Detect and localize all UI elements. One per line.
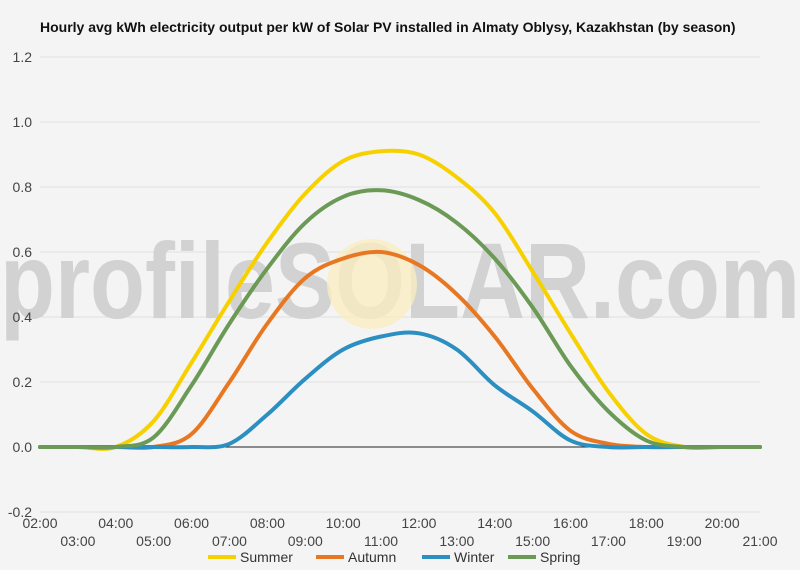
series-lines — [38, 148, 762, 451]
y-tick-label: 0.8 — [13, 179, 33, 195]
x-axis-ticks: 02:00 04:00 06:00 08:00 10:00 12:00 14:00 16:00… — [22, 515, 777, 549]
x-tick-label: 08:00 — [250, 515, 285, 531]
x-tick-label: 13:00 — [439, 533, 474, 549]
y-tick-label: 0.4 — [13, 309, 33, 325]
x-tick-label: 19:00 — [667, 533, 702, 549]
x-tick-label: 16:00 — [553, 515, 588, 531]
x-tick-label: 06:00 — [174, 515, 209, 531]
y-tick-label: 0.6 — [13, 244, 33, 260]
x-tick-label: 21:00 — [742, 533, 777, 549]
x-tick-label: 03:00 — [60, 533, 95, 549]
x-tick-label: 11:00 — [364, 533, 398, 549]
y-tick-label: -0.2 — [8, 504, 32, 520]
x-tick-label: 07:00 — [212, 533, 247, 549]
series-line-winter — [38, 330, 762, 450]
x-tick-label: 09:00 — [288, 533, 323, 549]
series-line-spring — [38, 188, 762, 450]
x-tick-label: 17:00 — [591, 533, 626, 549]
x-tick-label: 15:00 — [515, 533, 550, 549]
y-tick-label: 1.2 — [13, 49, 33, 65]
legend: Summer Autumn Winter Spring — [208, 549, 580, 565]
x-tick-label: 18:00 — [629, 515, 664, 531]
series-line-summer — [38, 148, 762, 451]
watermark-sun-icon — [327, 239, 417, 329]
y-tick-label: 0.0 — [13, 439, 33, 455]
x-tick-label: 10:00 — [326, 515, 361, 531]
legend-label-autumn: Autumn — [348, 549, 396, 565]
y-tick-label: 0.2 — [13, 374, 33, 390]
x-tick-label: 14:00 — [477, 515, 512, 531]
legend-label-spring: Spring — [540, 549, 580, 565]
x-tick-label: 12:00 — [401, 515, 436, 531]
chart-title: Hourly avg kWh electricity output per kW… — [40, 19, 736, 35]
x-tick-label: 04:00 — [98, 515, 133, 531]
legend-label-summer: Summer — [240, 549, 293, 565]
y-tick-label: 1.0 — [13, 114, 33, 130]
x-tick-label: 02:00 — [22, 515, 57, 531]
y-axis-ticks: -0.2 0.0 0.2 0.4 0.6 0.8 1.0 1.2 — [8, 49, 32, 520]
x-tick-label: 20:00 — [705, 515, 740, 531]
x-tick-label: 05:00 — [136, 533, 171, 549]
legend-label-winter: Winter — [454, 549, 495, 565]
